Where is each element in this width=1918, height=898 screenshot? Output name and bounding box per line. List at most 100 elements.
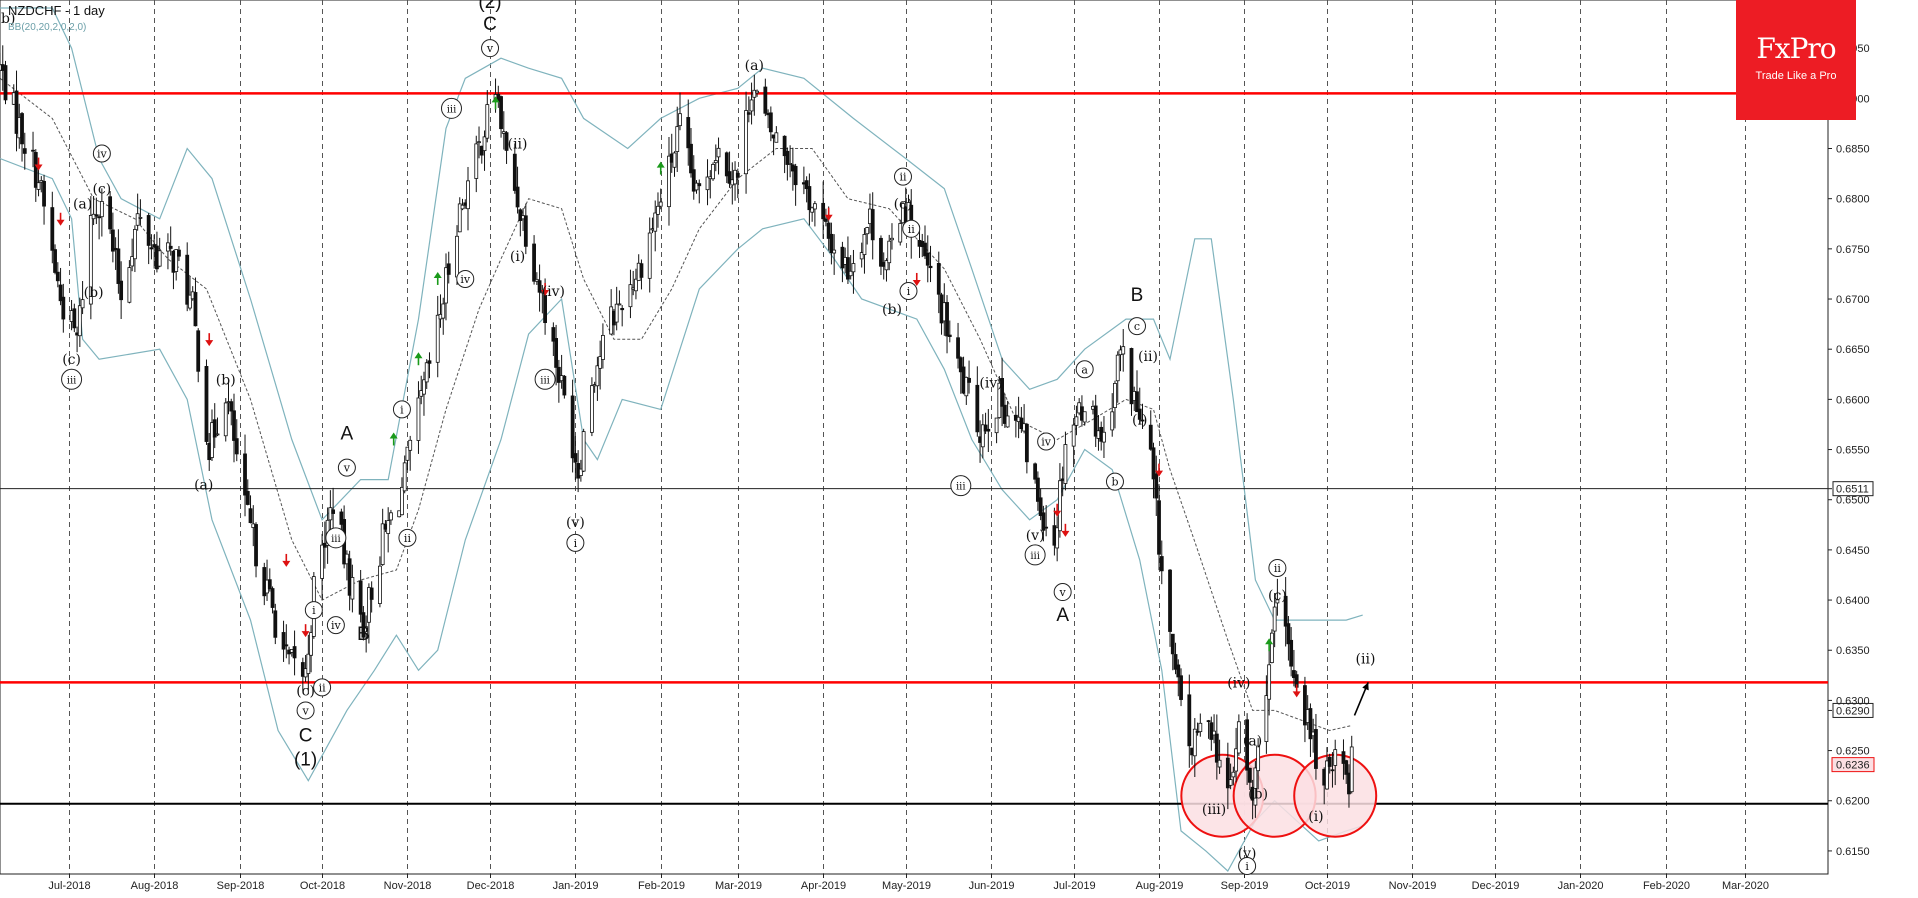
candle-body: [898, 223, 903, 243]
wave-text: A: [1056, 605, 1069, 626]
candle-body: [61, 296, 66, 320]
wave-text: ii: [908, 223, 916, 236]
candle-body: [551, 327, 556, 342]
candle-body: [647, 232, 652, 279]
wave-label: (a): [194, 478, 213, 494]
candle-body: [788, 162, 793, 165]
candle-body: [975, 384, 980, 433]
candle-body: [477, 141, 481, 144]
sell-arrow-icon: [1053, 503, 1062, 517]
candle-body: [232, 410, 236, 441]
candle-body: [824, 218, 828, 222]
wave-text: iii: [1030, 551, 1040, 562]
candle-body: [994, 417, 999, 434]
candle-body: [1074, 416, 1079, 426]
wave-label: (ii): [1138, 349, 1158, 365]
wave-text: iii: [447, 104, 457, 115]
candle-body: [229, 401, 234, 412]
x-tick-label: Dec-2018: [467, 880, 515, 892]
wave-label: (v): [566, 515, 585, 531]
x-tick-label: Mar-2020: [1722, 880, 1769, 892]
wave-text: (b): [1248, 787, 1268, 803]
candle-body: [1272, 606, 1277, 632]
wave-label: iii: [534, 368, 556, 390]
candle-body: [212, 419, 217, 438]
candle-body: [55, 271, 60, 282]
logo-name: FxPro: [1756, 32, 1836, 65]
candle-body: [1044, 526, 1049, 529]
candle-body: [1102, 431, 1106, 443]
candle-body: [110, 229, 115, 252]
candle-body: [499, 96, 503, 130]
candle-body: [964, 376, 969, 397]
candle-body: [1264, 695, 1269, 742]
candle-body: [812, 203, 817, 210]
x-tick-label: Jun-2019: [969, 880, 1015, 892]
logo-tagline: Trade Like a Pro: [1755, 70, 1837, 82]
wave-label: iii: [950, 475, 972, 497]
candle-body: [1333, 749, 1338, 766]
candle-body: [945, 302, 949, 337]
wave-text: i: [400, 403, 404, 416]
candle-body: [744, 110, 748, 175]
y-tick-label: 0.6800: [1836, 194, 1870, 206]
candle-body: [1325, 760, 1329, 790]
wave-text: (i): [510, 249, 525, 265]
wave-text: A: [341, 423, 354, 444]
candle-body: [678, 113, 682, 127]
wave-label: (iv): [979, 375, 1002, 391]
sell-arrow-icon: [824, 207, 833, 221]
candle-body: [928, 265, 933, 269]
candle-body: [309, 632, 313, 656]
candle-body: [947, 334, 952, 337]
wave-text: iv: [460, 273, 471, 286]
wave-circle: [566, 533, 585, 552]
wave-text: (ii): [1138, 349, 1158, 365]
candle-body: [1314, 729, 1318, 769]
x-tick-label: Jan-2020: [1558, 880, 1604, 892]
candle-body: [284, 644, 289, 647]
candle-body: [694, 182, 699, 191]
buy-arrow-icon: [656, 161, 665, 175]
wave-text: (v): [566, 515, 585, 531]
candle-body: [204, 366, 209, 442]
wave-text: iv: [1041, 436, 1052, 449]
candle-body: [1033, 463, 1038, 480]
candle-body: [1170, 633, 1175, 655]
candle-body: [865, 227, 870, 235]
candle-body: [1236, 721, 1241, 754]
y-tick-label: 0.6750: [1836, 244, 1870, 256]
wave-text: ii: [1274, 562, 1282, 575]
wave-circle: [1238, 856, 1257, 875]
candle-body: [620, 307, 625, 311]
wave-circle: [326, 616, 345, 635]
candle-body: [245, 491, 250, 505]
wave-label: (c): [92, 182, 111, 198]
candle-body: [146, 215, 151, 246]
wave-label: (b): [0, 11, 15, 27]
candle-body: [386, 520, 391, 534]
candle-body: [556, 366, 561, 383]
candle-body: [1024, 423, 1029, 463]
candle-body: [196, 330, 201, 372]
candle-body: [1303, 685, 1307, 726]
x-tick-label: Oct-2018: [300, 880, 345, 892]
candle-body: [1212, 730, 1216, 736]
candle-body: [1269, 632, 1274, 664]
sell-arrow-icon: [282, 553, 291, 567]
wave-text: (b): [882, 302, 902, 318]
y-tick-label: 0.6200: [1836, 796, 1870, 808]
candle-body: [705, 176, 710, 191]
candle-body: [884, 260, 889, 271]
candle-body: [562, 375, 567, 396]
arrow-head: [389, 432, 398, 439]
candle-body: [400, 486, 404, 516]
sell-arrow-icon: [301, 624, 310, 638]
wave-text: ii: [899, 171, 907, 184]
wave-label: (b): [216, 372, 236, 388]
candle-body: [267, 579, 272, 590]
x-tick-label: Sep-2019: [1221, 880, 1269, 892]
candle-body: [851, 263, 856, 273]
candle-body: [42, 180, 46, 207]
x-tick-label: Apr-2019: [801, 880, 846, 892]
